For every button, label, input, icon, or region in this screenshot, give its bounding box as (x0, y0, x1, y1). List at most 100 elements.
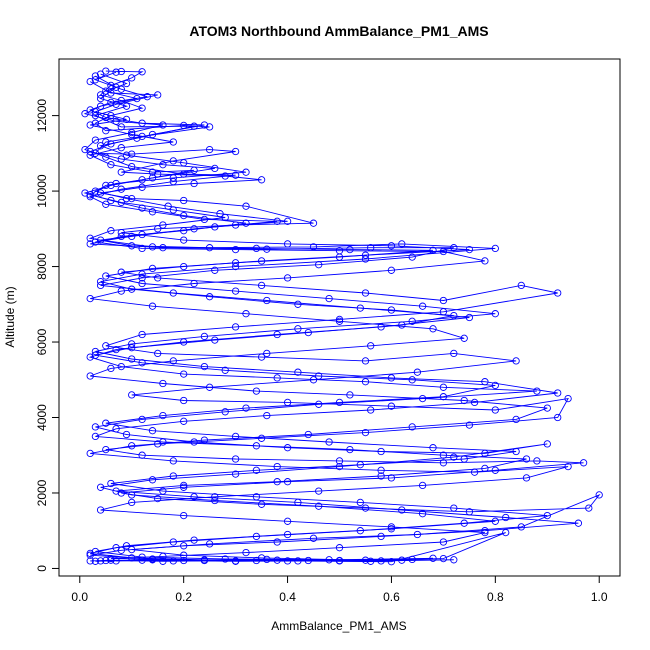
data-point (252, 442, 261, 450)
data-point (554, 413, 562, 422)
data-point (91, 76, 100, 84)
data-point (242, 404, 250, 412)
data-point (180, 417, 188, 425)
data-point (367, 342, 375, 350)
data-point (86, 551, 94, 559)
data-point (86, 193, 94, 201)
data-point (346, 245, 354, 254)
y-tick-label: 12000 (35, 99, 49, 133)
data-point (533, 457, 541, 465)
data-point (211, 223, 219, 231)
data-point (190, 279, 198, 288)
data-point (200, 362, 209, 371)
data-point (159, 161, 167, 169)
data-point (138, 270, 146, 278)
data-point (107, 479, 115, 488)
data-point (128, 340, 136, 348)
data-point (294, 300, 302, 308)
y-tick-label: 0 (35, 565, 49, 572)
data-point (367, 406, 375, 414)
data-point (481, 527, 489, 535)
data-point (169, 538, 177, 546)
data-point (211, 266, 219, 274)
data-point (86, 549, 94, 558)
data-point (133, 134, 141, 142)
data-point (361, 357, 370, 365)
data-point (294, 498, 302, 507)
data-point (138, 274, 146, 282)
data-point (465, 313, 474, 322)
data-point (122, 151, 131, 159)
data-point (408, 423, 416, 431)
data-point (460, 334, 468, 342)
data-point (439, 296, 448, 305)
y-tick-label: 10000 (35, 174, 49, 208)
data-point (138, 204, 146, 212)
y-tick-label: 6000 (35, 328, 49, 355)
data-point (387, 266, 396, 274)
data-point (554, 389, 562, 397)
data-point (273, 462, 281, 471)
data-point (107, 556, 115, 564)
data-point (554, 289, 562, 297)
data-point (346, 391, 354, 399)
data-point (180, 211, 188, 220)
data-point (533, 387, 541, 395)
data-point (180, 483, 188, 491)
data-point (96, 142, 105, 150)
data-point (148, 174, 157, 182)
data-point (169, 289, 177, 297)
data-point (429, 246, 437, 254)
data-point (252, 532, 261, 541)
data-point (309, 219, 318, 227)
data-point (335, 315, 344, 324)
data-point (242, 548, 250, 557)
data-point (138, 279, 146, 288)
data-point (96, 102, 105, 110)
data-point (148, 427, 157, 435)
data-point (283, 274, 292, 282)
data-point (81, 189, 89, 197)
data-point (491, 517, 499, 525)
data-point (231, 147, 240, 156)
data-point (138, 359, 146, 367)
data-point (86, 449, 94, 458)
data-point (231, 262, 240, 271)
data-point (148, 555, 157, 563)
data-point (257, 176, 266, 184)
x-tick-label: 0.0 (71, 590, 88, 604)
y-tick-label: 4000 (35, 404, 49, 431)
data-point (512, 447, 520, 456)
data-point (439, 393, 448, 401)
data-point (81, 145, 89, 154)
data-point (180, 481, 188, 490)
data-point (429, 325, 437, 333)
x-tick-label: 0.2 (175, 590, 192, 604)
data-point (117, 144, 125, 152)
data-point (107, 111, 115, 120)
data-point (190, 179, 198, 188)
data-point (128, 442, 136, 450)
data-point (429, 444, 437, 452)
data-point (283, 217, 292, 225)
data-point (304, 430, 312, 439)
data-point (325, 438, 333, 446)
data-point (252, 244, 261, 253)
series-0 (91, 67, 603, 566)
data-point (138, 230, 146, 239)
data-point (257, 500, 266, 508)
data-point (257, 281, 266, 290)
data-point (96, 506, 105, 514)
data-point (159, 557, 167, 565)
data-point (439, 459, 448, 467)
data-point (86, 240, 94, 248)
data-point (263, 411, 271, 420)
data-point (377, 532, 385, 541)
data-point (180, 159, 188, 167)
data-point (117, 232, 125, 241)
data-point (159, 411, 167, 420)
data-point (86, 147, 94, 156)
data-point (205, 540, 214, 548)
data-point (579, 459, 588, 467)
data-point (450, 349, 458, 358)
